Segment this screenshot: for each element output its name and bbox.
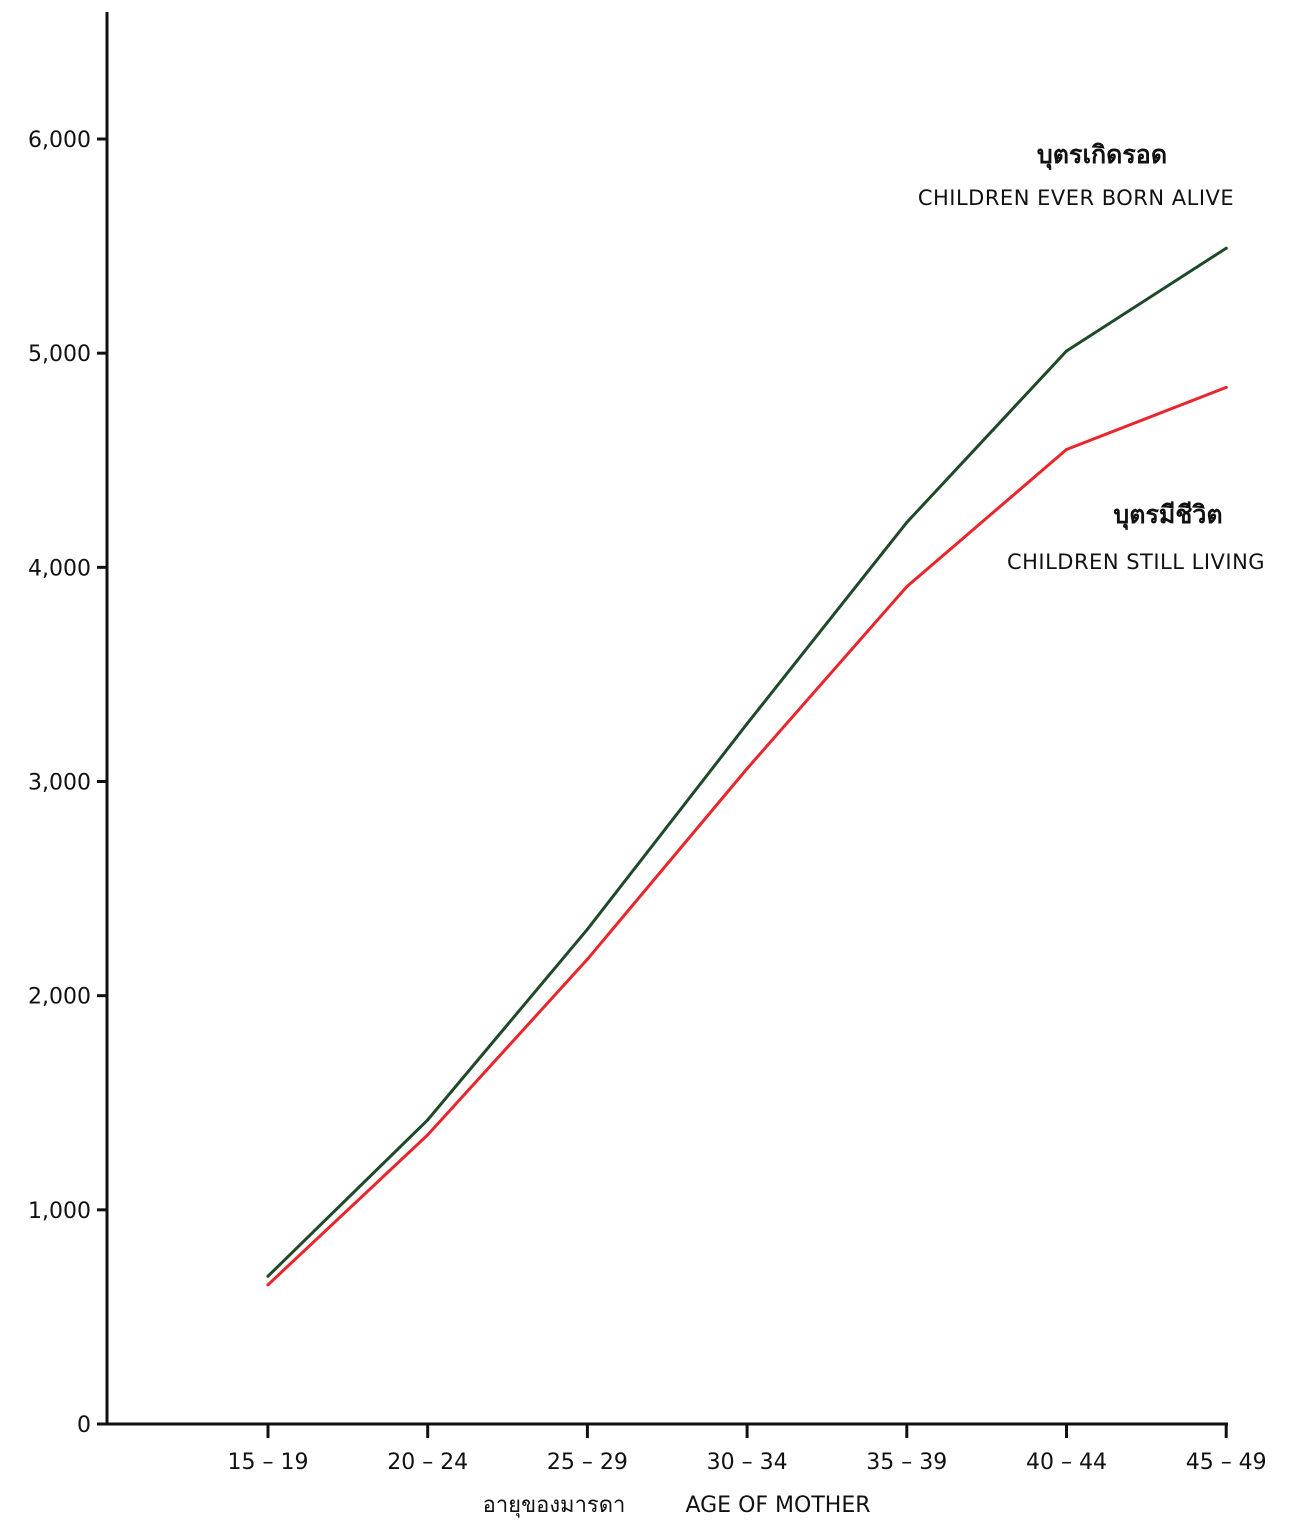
legend-still-living-thai: บุตรมีชีวิต — [1113, 500, 1222, 531]
data-point-born-alive — [426, 1118, 430, 1122]
data-point-still-living — [585, 957, 589, 961]
data-point-still-living — [1065, 448, 1068, 452]
data-point-still-living — [745, 767, 749, 771]
legend-born-alive-label: CHILDREN EVER BORN ALIVE — [918, 186, 1234, 210]
y-tick-label: 5,000 — [28, 342, 91, 367]
x-tick-label: 40 – 44 — [1026, 1450, 1107, 1475]
x-tick-label: 45 – 49 — [1186, 1450, 1267, 1475]
x-axis-title-label: AGE OF MOTHER — [685, 1493, 870, 1518]
data-point-born-alive — [745, 722, 749, 726]
data-point-still-living — [1224, 385, 1228, 389]
data-point-born-alive — [1224, 246, 1228, 250]
y-tick-label: 6,000 — [28, 128, 91, 153]
legend-born-alive-thai: บุตรเกิดรอด — [1037, 140, 1167, 171]
data-point-still-living — [905, 585, 909, 589]
data-point-born-alive — [905, 520, 909, 524]
data-point-still-living — [426, 1133, 430, 1137]
x-tick-label: 25 – 29 — [547, 1450, 628, 1475]
series-lines — [266, 246, 1228, 1287]
x-tick-label: 35 – 39 — [866, 1450, 947, 1475]
data-point-born-alive — [266, 1274, 270, 1278]
legend: บุตรเกิดรอด CHILDREN EVER BORN ALIVE บุต… — [918, 140, 1265, 574]
x-tick-label: 30 – 34 — [707, 1450, 788, 1475]
data-point-still-living — [266, 1283, 270, 1287]
x-ticks: 15 – 19 20 – 24 25 – 29 30 – 34 35 – 39 40 – … — [228, 1424, 1267, 1475]
x-axis-title-thai: อายุของมารดา — [483, 1493, 626, 1518]
y-tick-label: 2,000 — [28, 985, 91, 1010]
axes — [105, 12, 1228, 1426]
legend-still-living-label: CHILDREN STILL LIVING — [1007, 550, 1265, 574]
y-ticks: 0 1,000 2,000 3,000 4,000 5,000 6,000 — [28, 128, 107, 1438]
y-tick-label: 4,000 — [28, 556, 91, 581]
y-tick-label: 3,000 — [28, 771, 91, 796]
x-tick-label: 15 – 19 — [228, 1450, 309, 1475]
series-line-still-living — [266, 385, 1228, 1287]
x-axis-title: อายุของมารดา AGE OF MOTHER — [483, 1493, 871, 1518]
y-tick-label: 1,000 — [28, 1199, 91, 1224]
x-tick-label: 20 – 24 — [387, 1450, 468, 1475]
data-point-born-alive — [585, 927, 589, 931]
series-line-born-alive — [266, 246, 1228, 1278]
y-tick-label: 0 — [77, 1413, 91, 1438]
data-point-born-alive — [1065, 349, 1068, 353]
